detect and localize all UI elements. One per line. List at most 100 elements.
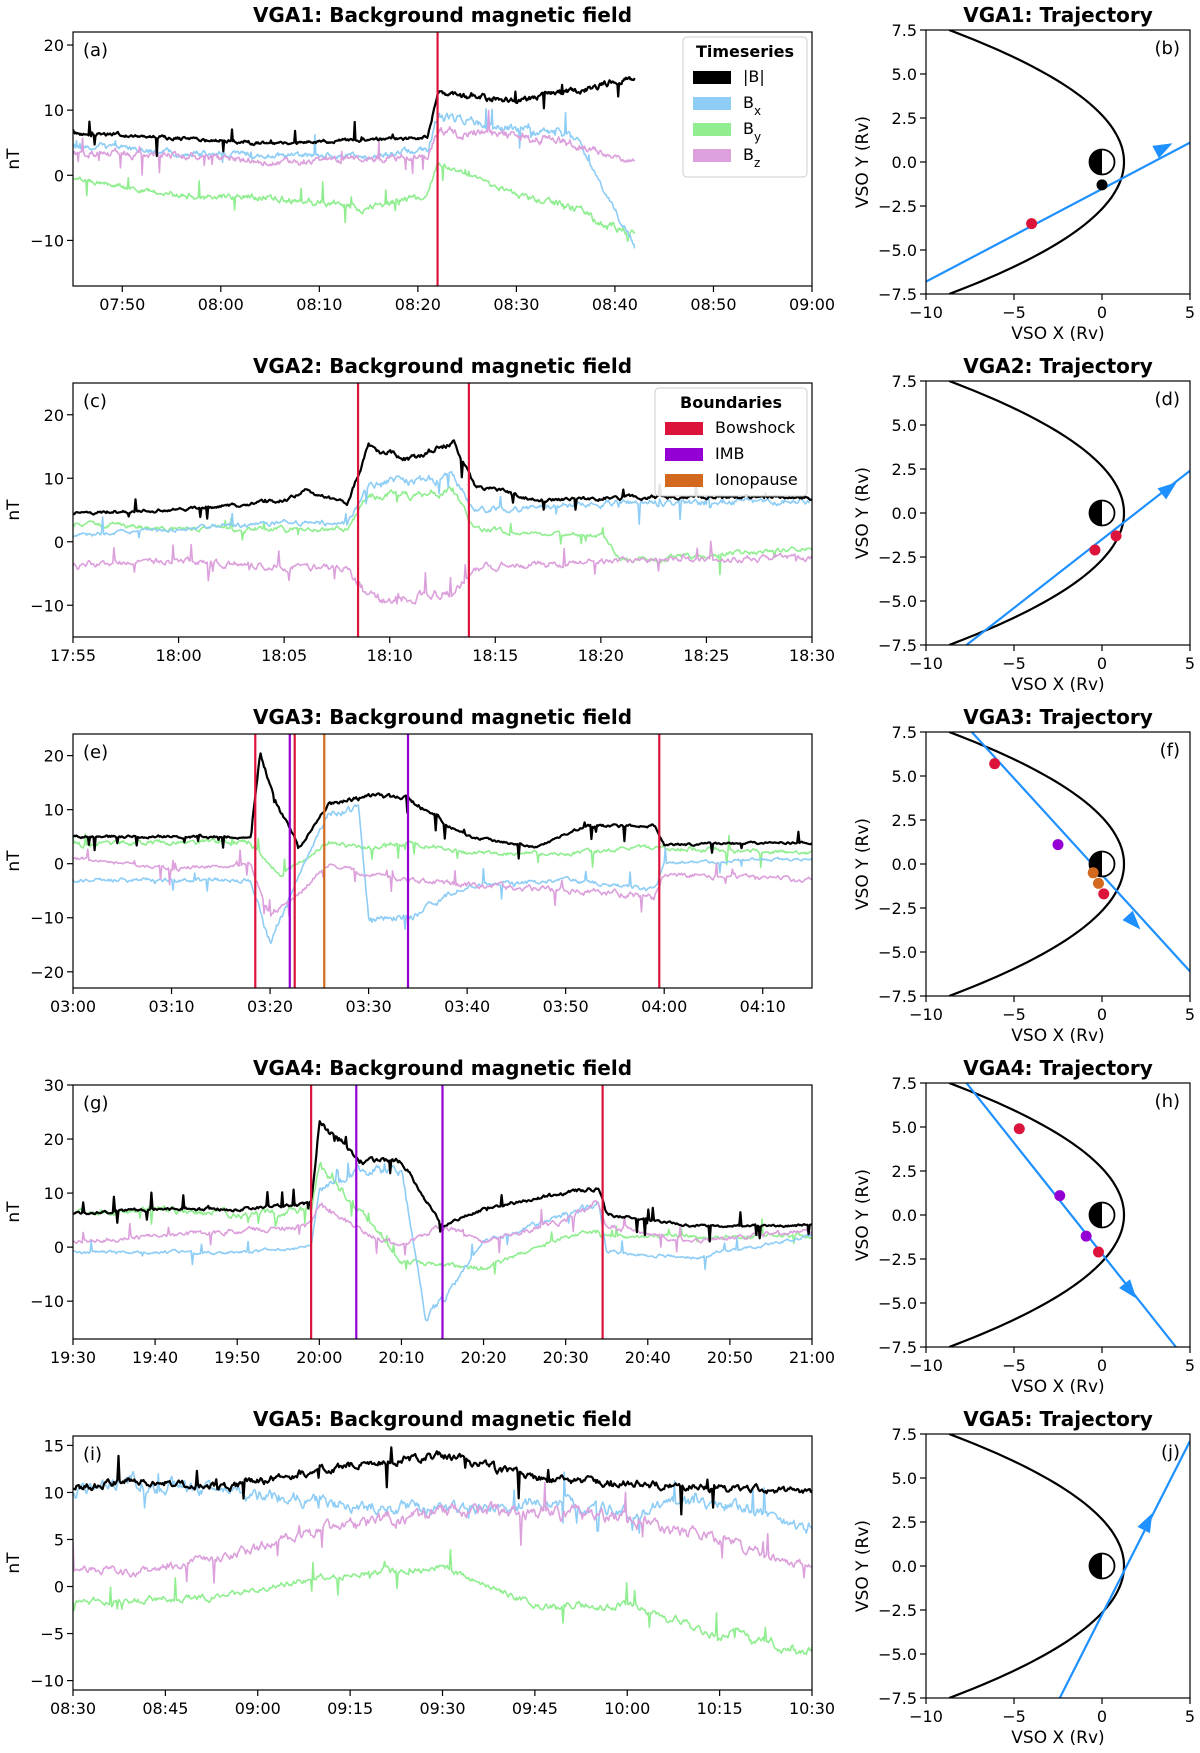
- series-line-Bz: [73, 1481, 812, 1584]
- y-tick-label: 0.0: [892, 1206, 917, 1225]
- trajectory-panel-5: −10 −5 0 5 7.5 5.0 2.5 0.0 −2.5 −5.0 −7.5 VSO X (Rv…: [853, 1407, 1195, 1748]
- x-tick-label: 0: [1097, 1005, 1107, 1024]
- y-tick-label: 7.5: [892, 1074, 917, 1093]
- x-tick-label: 0: [1097, 654, 1107, 673]
- x-tick-label: 09:15: [327, 1699, 373, 1718]
- y-tick-label: 0: [54, 1238, 64, 1257]
- y-axis-label: nT: [4, 1552, 24, 1574]
- crossing-point-bowshock: [1110, 530, 1122, 542]
- x-tick-label: 07:50: [99, 295, 145, 314]
- x-tick-label: 5: [1185, 1005, 1195, 1024]
- y-tick-label: 10: [44, 1483, 64, 1502]
- axes-frame: [925, 1433, 1191, 1699]
- series-line-By: [73, 161, 636, 243]
- y-tick-label: 0.0: [892, 1557, 917, 1576]
- chart-title: VGA5: Trajectory: [963, 1407, 1153, 1431]
- y-tick-label: −10: [30, 909, 64, 928]
- y-axis-label: VSO Y (Rv): [853, 1520, 873, 1612]
- y-tick-label: −5.0: [878, 1645, 917, 1664]
- x-tick-label: 19:50: [214, 1348, 260, 1367]
- legend-box: [654, 387, 808, 497]
- y-tick-label: −5.0: [878, 592, 917, 611]
- y-tick-label: −2.5: [878, 1250, 917, 1269]
- bowshock-curve: [948, 381, 1126, 645]
- y-tick-label: −2.5: [878, 197, 917, 216]
- x-tick-label: 08:40: [592, 295, 638, 314]
- x-tick-label: 21:00: [789, 1348, 835, 1367]
- y-axis-label: nT: [4, 148, 24, 170]
- trajectory-panel-3: −10 −5 0 5 7.5 5.0 2.5 0.0 −2.5 −5.0 −7.5 VSO X (Rv…: [853, 705, 1195, 1046]
- y-tick-label: −5: [40, 1625, 64, 1644]
- x-tick-label: 08:45: [142, 1699, 188, 1718]
- trajectory-line: [965, 469, 1190, 645]
- y-axis-label: VSO Y (Rv): [853, 1169, 873, 1261]
- x-tick-label: 08:00: [198, 295, 244, 314]
- panel-label: (c): [83, 391, 107, 412]
- x-axis-label: VSO X (Rv): [1011, 1728, 1104, 1748]
- y-tick-label: −10: [30, 1672, 64, 1691]
- series-line-Bx: [73, 804, 812, 945]
- plot-area: [948, 381, 1190, 645]
- panel-label: (i): [83, 1444, 102, 1465]
- y-tick-label: 20: [44, 406, 64, 425]
- x-tick-label: 20:50: [707, 1348, 753, 1367]
- x-tick-label: −10: [909, 1005, 943, 1024]
- chart-title: VGA3: Trajectory: [963, 705, 1153, 729]
- y-tick-label: −10: [30, 231, 64, 250]
- chart-title: VGA3: Background magnetic field: [253, 705, 632, 729]
- legend-boundaries: Boundaries Bowshock IMB Ionopause: [654, 387, 808, 497]
- y-tick-label: 10: [44, 101, 64, 120]
- y-tick-label: 10: [44, 1184, 64, 1203]
- series-line-Bx: [73, 108, 636, 249]
- chart-title: VGA4: Trajectory: [963, 1056, 1153, 1080]
- series-line-B-magnitude: [73, 1446, 812, 1516]
- x-tick-label: 08:50: [690, 295, 736, 314]
- y-tick-label: 10: [44, 469, 64, 488]
- x-tick-label: 20:00: [296, 1348, 342, 1367]
- venus-night-side: [1089, 149, 1102, 175]
- y-tick-label: −5.0: [878, 1294, 917, 1313]
- x-tick-label: 03:40: [444, 997, 490, 1016]
- x-tick-label: 20:30: [543, 1348, 589, 1367]
- bowshock-curve: [948, 1434, 1126, 1698]
- x-tick-label: 5: [1185, 1707, 1195, 1726]
- legend-swatch: [693, 97, 731, 110]
- x-tick-label: 10:15: [697, 1699, 743, 1718]
- axes-frame: [72, 31, 813, 287]
- y-tick-label: −7.5: [878, 987, 917, 1006]
- y-tick-label: −7.5: [878, 1689, 917, 1708]
- plot-area: [948, 732, 1190, 996]
- timeseries-panel-3: 03:00 03:10 03:20 03:30 03:40 03:50 04:00 04:10…: [4, 705, 813, 1016]
- y-tick-label: 2.5: [892, 460, 917, 479]
- x-tick-label: 0: [1097, 1356, 1107, 1375]
- x-tick-label: 17:55: [50, 646, 96, 665]
- series-line-Bx: [73, 1470, 812, 1534]
- x-tick-label: −5: [1002, 1356, 1026, 1375]
- x-tick-label: 18:05: [261, 646, 307, 665]
- x-tick-label: 18:00: [156, 646, 202, 665]
- x-tick-label: 09:00: [789, 295, 835, 314]
- crossing-point-imb: [1052, 839, 1064, 851]
- x-tick-label: 03:10: [148, 997, 194, 1016]
- y-tick-label: −5.0: [878, 943, 917, 962]
- legend-swatch: [693, 71, 731, 84]
- crossing-point-imb: [1054, 1190, 1066, 1202]
- y-tick-label: 0.0: [892, 855, 917, 874]
- x-tick-label: 5: [1185, 1356, 1195, 1375]
- panel-label: (e): [83, 742, 108, 763]
- x-tick-label: 08:20: [395, 295, 441, 314]
- x-tick-label: −5: [1002, 303, 1026, 322]
- y-tick-label: 2.5: [892, 811, 917, 830]
- y-axis-label: nT: [4, 1201, 24, 1223]
- y-tick-label: 0: [54, 166, 64, 185]
- panel-label: (b): [1155, 38, 1180, 59]
- series-line-B-magnitude: [73, 439, 812, 520]
- x-tick-label: 0: [1097, 303, 1107, 322]
- x-tick-label: −10: [909, 1356, 943, 1375]
- x-tick-label: 03:20: [247, 997, 293, 1016]
- series-line-Bz: [73, 540, 812, 605]
- y-axis-label: VSO Y (Rv): [853, 116, 873, 208]
- x-tick-label: 18:15: [472, 646, 518, 665]
- axes-frame: [72, 1435, 813, 1691]
